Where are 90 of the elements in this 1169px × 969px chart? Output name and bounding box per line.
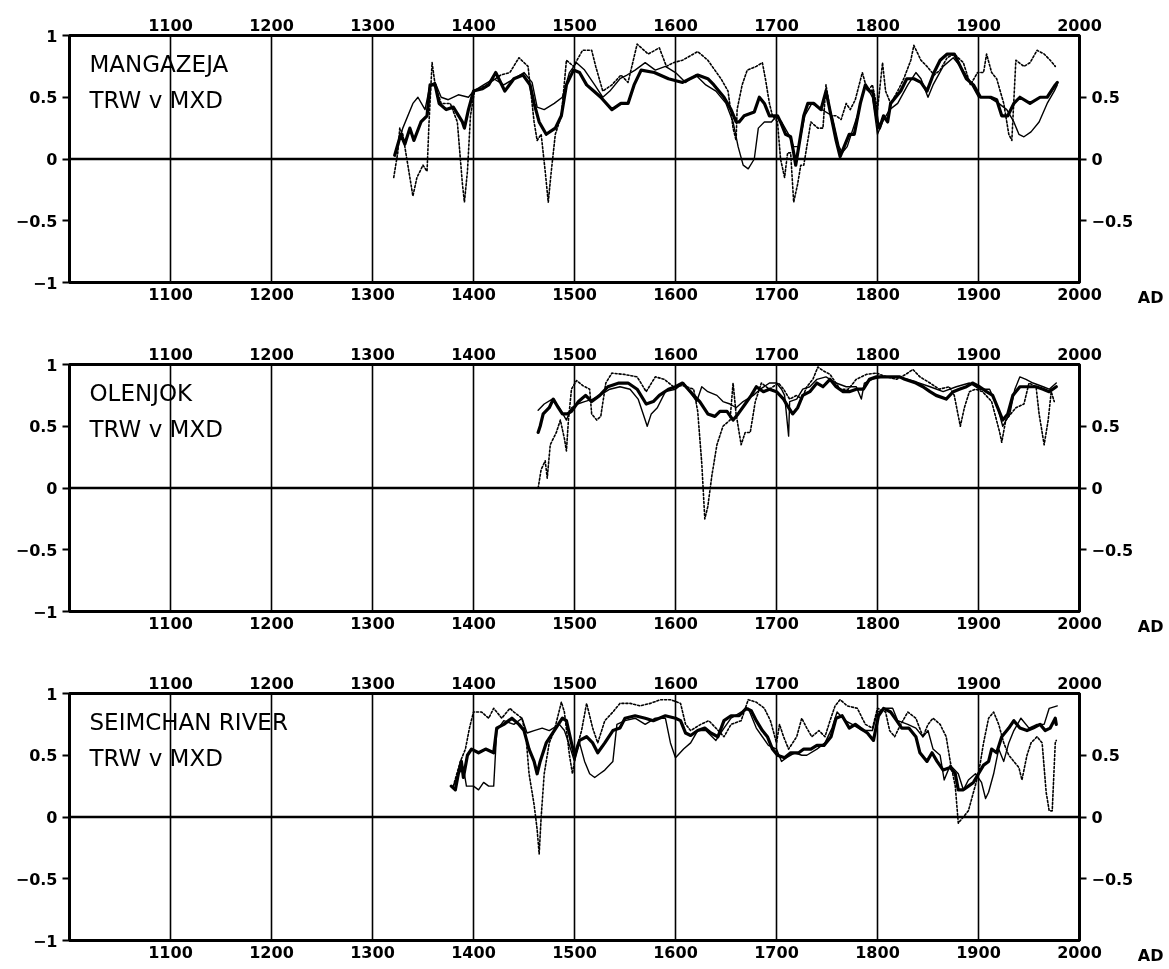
- x-tick-label: 1100: [148, 15, 193, 35]
- y2-tick-label: 0: [1091, 808, 1103, 827]
- x-tick-label: 1400: [451, 673, 496, 693]
- x-tick-label: 1900: [956, 15, 1001, 35]
- y-tick-label: −1: [32, 602, 58, 622]
- y2-tick-label: −0.5: [1091, 211, 1134, 231]
- x-tick-label: 1700: [754, 673, 799, 693]
- x2-tick-label: 1100: [148, 942, 193, 962]
- y-tick-label: 1: [46, 355, 58, 375]
- x2-tick-label: 2000: [1057, 613, 1102, 633]
- x-tick-label: 1400: [451, 344, 496, 364]
- x2-tick-label: 1300: [350, 613, 395, 633]
- y2-tick-label: 0: [1091, 479, 1103, 498]
- x-tick-label: 1100: [148, 344, 193, 364]
- y2-tick-label: 0: [1091, 150, 1103, 169]
- x2-tick-label: 1500: [552, 613, 597, 633]
- x2-tick-label: 1500: [552, 284, 597, 304]
- x2-tick-label: 1800: [855, 613, 900, 633]
- x-tick-label: 1500: [552, 673, 597, 693]
- x-tick-label: 1600: [653, 673, 698, 693]
- x-tick-label: 2000: [1057, 673, 1102, 693]
- y-tick-label: 0.5: [29, 417, 58, 437]
- x2-tick-label: 1700: [754, 284, 799, 304]
- x-axis-title: AD: [1137, 616, 1164, 636]
- x-tick-label: 1200: [249, 673, 294, 693]
- x2-tick-label: 1800: [855, 942, 900, 962]
- x-tick-label: 1600: [653, 344, 698, 364]
- x-tick-label: 2000: [1057, 15, 1102, 35]
- x2-tick-label: 1800: [855, 284, 900, 304]
- x-tick-label: 1400: [451, 15, 496, 35]
- y-tick-label: 0: [46, 150, 58, 169]
- x2-tick-label: 1600: [653, 284, 698, 304]
- x2-tick-label: 1900: [956, 284, 1001, 304]
- x-tick-label: 1700: [754, 344, 799, 364]
- x2-tick-label: 1600: [653, 942, 698, 962]
- y2-tick-label: 0.5: [1091, 746, 1120, 766]
- x-axis-title: AD: [1137, 287, 1164, 307]
- x-tick-label: 1200: [249, 344, 294, 364]
- x2-tick-label: 1100: [148, 613, 193, 633]
- x-tick-label: 1200: [249, 15, 294, 35]
- x2-tick-label: 1500: [552, 942, 597, 962]
- text: TRW v MXD: [88, 744, 223, 771]
- x-axis-title: AD: [1137, 945, 1164, 965]
- y-tick-label: −1: [32, 931, 58, 951]
- y-tick-label: −0.5: [15, 211, 58, 231]
- y-tick-label: 1: [46, 684, 58, 704]
- x-tick-label: 1300: [350, 15, 395, 35]
- x2-tick-label: 1600: [653, 613, 698, 633]
- y-tick-label: −1: [32, 273, 58, 293]
- x2-tick-label: 2000: [1057, 942, 1102, 962]
- x2-tick-label: 1400: [451, 284, 496, 304]
- y-tick-label: 0: [46, 808, 58, 827]
- y-tick-label: 0.5: [29, 88, 58, 108]
- y2-tick-label: −0.5: [1091, 540, 1134, 560]
- x2-tick-label: 1400: [451, 942, 496, 962]
- x-tick-label: 1100: [148, 673, 193, 693]
- x2-tick-label: 1700: [754, 613, 799, 633]
- x2-tick-label: 1400: [451, 613, 496, 633]
- x2-tick-label: 1200: [249, 284, 294, 304]
- x-tick-label: 1800: [855, 15, 900, 35]
- y-tick-label: 0: [46, 479, 58, 498]
- y-tick-label: −0.5: [15, 869, 58, 889]
- x-tick-label: 1800: [855, 673, 900, 693]
- text: TRW v MXD: [88, 415, 223, 442]
- x-tick-label: 1600: [653, 15, 698, 35]
- x-tick-label: 1700: [754, 15, 799, 35]
- x2-tick-label: 1900: [956, 942, 1001, 962]
- x2-tick-label: 2000: [1057, 284, 1102, 304]
- x2-tick-label: 1200: [249, 942, 294, 962]
- x2-tick-label: 1300: [350, 942, 395, 962]
- x2-tick-label: 1200: [249, 613, 294, 633]
- y2-tick-label: 0.5: [1091, 417, 1120, 437]
- y2-tick-label: −0.5: [1091, 869, 1134, 889]
- y-tick-label: 1: [46, 26, 58, 46]
- x-tick-label: 1500: [552, 344, 597, 364]
- x2-tick-label: 1700: [754, 942, 799, 962]
- x-tick-label: 1300: [350, 344, 395, 364]
- x2-tick-label: 1300: [350, 284, 395, 304]
- x-tick-label: 1900: [956, 344, 1001, 364]
- x-tick-label: 1300: [350, 673, 395, 693]
- y2-tick-label: 0.5: [1091, 88, 1120, 108]
- x2-tick-label: 1900: [956, 613, 1001, 633]
- x-tick-label: 1800: [855, 344, 900, 364]
- x-tick-label: 2000: [1057, 344, 1102, 364]
- y-tick-label: 0.5: [29, 746, 58, 766]
- x2-tick-label: 1100: [148, 284, 193, 304]
- y-tick-label: −0.5: [15, 540, 58, 560]
- text: TRW v MXD: [88, 86, 223, 113]
- x-tick-label: 1900: [956, 673, 1001, 693]
- x-tick-label: 1500: [552, 15, 597, 35]
